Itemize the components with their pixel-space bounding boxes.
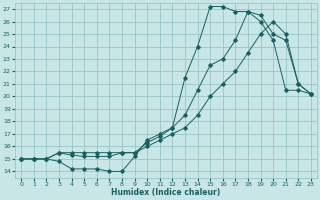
X-axis label: Humidex (Indice chaleur): Humidex (Indice chaleur) xyxy=(111,188,221,197)
